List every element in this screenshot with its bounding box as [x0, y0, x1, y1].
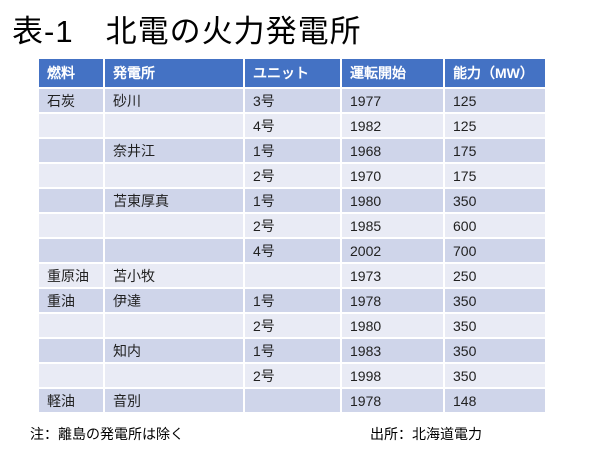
table-cell: 1970: [340, 162, 445, 189]
table-cell: 2号: [243, 312, 342, 339]
table-cell: 700: [443, 237, 547, 264]
table-cell: [37, 362, 105, 389]
table-cell: 苫東厚真: [103, 187, 245, 214]
table-cell: 350: [443, 337, 547, 364]
table-row: 軽油 音別 1978 148: [37, 387, 547, 414]
table-row: 2号 1985 600: [37, 212, 547, 239]
table-row: 石炭 砂川 3号 1977 125: [37, 87, 547, 114]
table-cell: 2号: [243, 212, 342, 239]
table-cell: 重油: [37, 287, 105, 314]
table-row: 重原油 苫小牧 1973 250: [37, 262, 547, 289]
table-cell: [103, 312, 245, 339]
table-cell: 2号: [243, 162, 342, 189]
table-cell: 350: [443, 362, 547, 389]
table-cell: 奈井江: [103, 137, 245, 164]
column-header: ユニット: [243, 57, 342, 89]
table-cell: [103, 237, 245, 264]
table-cell: 1968: [340, 137, 445, 164]
table-cell: 350: [443, 312, 547, 339]
table-row: 2号 1970 175: [37, 162, 547, 189]
table-header: 燃料 発電所 ユニット 運転開始 能力（MW）: [37, 57, 547, 89]
table-cell: 1973: [340, 262, 445, 289]
table-cell: 250: [443, 262, 547, 289]
table-cell: 175: [443, 137, 547, 164]
table-row: 2号 1980 350: [37, 312, 547, 339]
column-header: 燃料: [37, 57, 105, 89]
table-cell: [103, 112, 245, 139]
table-cell: 1号: [243, 337, 342, 364]
table-cell: 2002: [340, 237, 445, 264]
table-cell: 600: [443, 212, 547, 239]
table-row: 重油 伊達 1号 1978 350: [37, 287, 547, 314]
table-cell: 148: [443, 387, 547, 414]
table-row: 奈井江 1号 1968 175: [37, 137, 547, 164]
table-cell: [37, 137, 105, 164]
table-cell: 1982: [340, 112, 445, 139]
table-cell: 1980: [340, 312, 445, 339]
table-cell: 1983: [340, 337, 445, 364]
table-cell: [37, 187, 105, 214]
table-cell: [103, 162, 245, 189]
table-cell: [243, 387, 342, 414]
table-cell: 350: [443, 187, 547, 214]
table-body: 石炭 砂川 3号 1977 125 4号 1982 125 奈井江 1号 1968 175 2号 1970…: [37, 87, 547, 414]
table-cell: 伊達: [103, 287, 245, 314]
table-row: 4号 2002 700: [37, 237, 547, 264]
table-cell: [37, 212, 105, 239]
table-cell: [243, 262, 342, 289]
table-cell: 1号: [243, 287, 342, 314]
table-cell: [37, 337, 105, 364]
column-header: 運転開始: [340, 57, 445, 89]
table-cell: [37, 312, 105, 339]
table-cell: 125: [443, 112, 547, 139]
table-row: 苫東厚真 1号 1980 350: [37, 187, 547, 214]
power-plant-table: 燃料 発電所 ユニット 運転開始 能力（MW） 石炭 砂川 3号 1977 125 4号 1982 1…: [37, 57, 547, 414]
table-cell: 1980: [340, 187, 445, 214]
table-cell: 4号: [243, 112, 342, 139]
table-row: 知内 1号 1983 350: [37, 337, 547, 364]
table-row: 4号 1982 125: [37, 112, 547, 139]
table-cell: 175: [443, 162, 547, 189]
table-cell: 石炭: [37, 87, 105, 114]
table-cell: 1978: [340, 387, 445, 414]
table-cell: 1998: [340, 362, 445, 389]
table-cell: 音別: [103, 387, 245, 414]
table-header-row: 燃料 発電所 ユニット 運転開始 能力（MW）: [37, 57, 547, 89]
page-title: 表-1 北電の火力発電所: [12, 14, 362, 49]
footnote-source: 出所：北海道電力: [370, 426, 482, 442]
column-header: 能力（MW）: [443, 57, 547, 89]
table-cell: 軽油: [37, 387, 105, 414]
table-cell: 4号: [243, 237, 342, 264]
table-cell: [37, 112, 105, 139]
footnote-note: 注：離島の発電所は除く: [30, 426, 184, 442]
table-cell: 1号: [243, 137, 342, 164]
table-cell: 砂川: [103, 87, 245, 114]
table-cell: 知内: [103, 337, 245, 364]
table-cell: 1977: [340, 87, 445, 114]
table-cell: 350: [443, 287, 547, 314]
table-cell: [37, 237, 105, 264]
table-cell: [103, 212, 245, 239]
table-cell: 1号: [243, 187, 342, 214]
table-cell: 125: [443, 87, 547, 114]
table-cell: [37, 162, 105, 189]
table-cell: 2号: [243, 362, 342, 389]
table-cell: 重原油: [37, 262, 105, 289]
table-cell: [103, 362, 245, 389]
column-header: 発電所: [103, 57, 245, 89]
table-cell: 3号: [243, 87, 342, 114]
table-row: 2号 1998 350: [37, 362, 547, 389]
table-cell: 1985: [340, 212, 445, 239]
table-cell: 1978: [340, 287, 445, 314]
table-cell: 苫小牧: [103, 262, 245, 289]
